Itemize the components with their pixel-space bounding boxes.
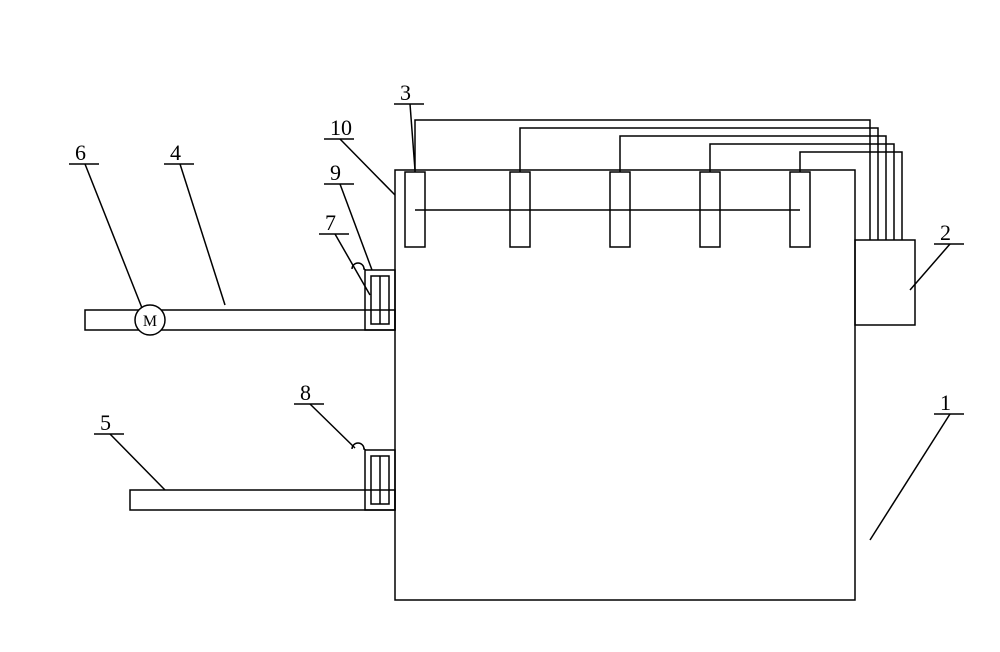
- control-box: [855, 240, 915, 325]
- label-5: 5: [100, 410, 111, 435]
- label-7: 7: [325, 210, 336, 235]
- wire-2: [520, 128, 878, 240]
- lower-shaft: [130, 490, 395, 510]
- wire-1: [415, 120, 870, 240]
- label-8: 8: [300, 380, 311, 405]
- main-enclosure: [395, 170, 855, 600]
- wire-4: [710, 144, 894, 240]
- motor-letter: M: [143, 313, 157, 330]
- label-10: 10: [330, 115, 352, 140]
- label-3: 3: [400, 80, 411, 105]
- leader-9: [340, 184, 372, 270]
- label-6: 6: [75, 140, 86, 165]
- label-2: 2: [940, 220, 951, 245]
- label-1: 1: [940, 390, 951, 415]
- leader-1: [870, 414, 950, 540]
- leader-5: [110, 434, 165, 490]
- leader-4: [180, 164, 225, 305]
- upper-shaft: [85, 310, 395, 330]
- label-4: 4: [170, 140, 181, 165]
- leader-8: [310, 404, 355, 448]
- label-9: 9: [330, 160, 341, 185]
- leader-10: [340, 139, 395, 195]
- leader-2: [910, 244, 950, 290]
- leader-6: [85, 164, 142, 308]
- leader-7: [335, 234, 370, 295]
